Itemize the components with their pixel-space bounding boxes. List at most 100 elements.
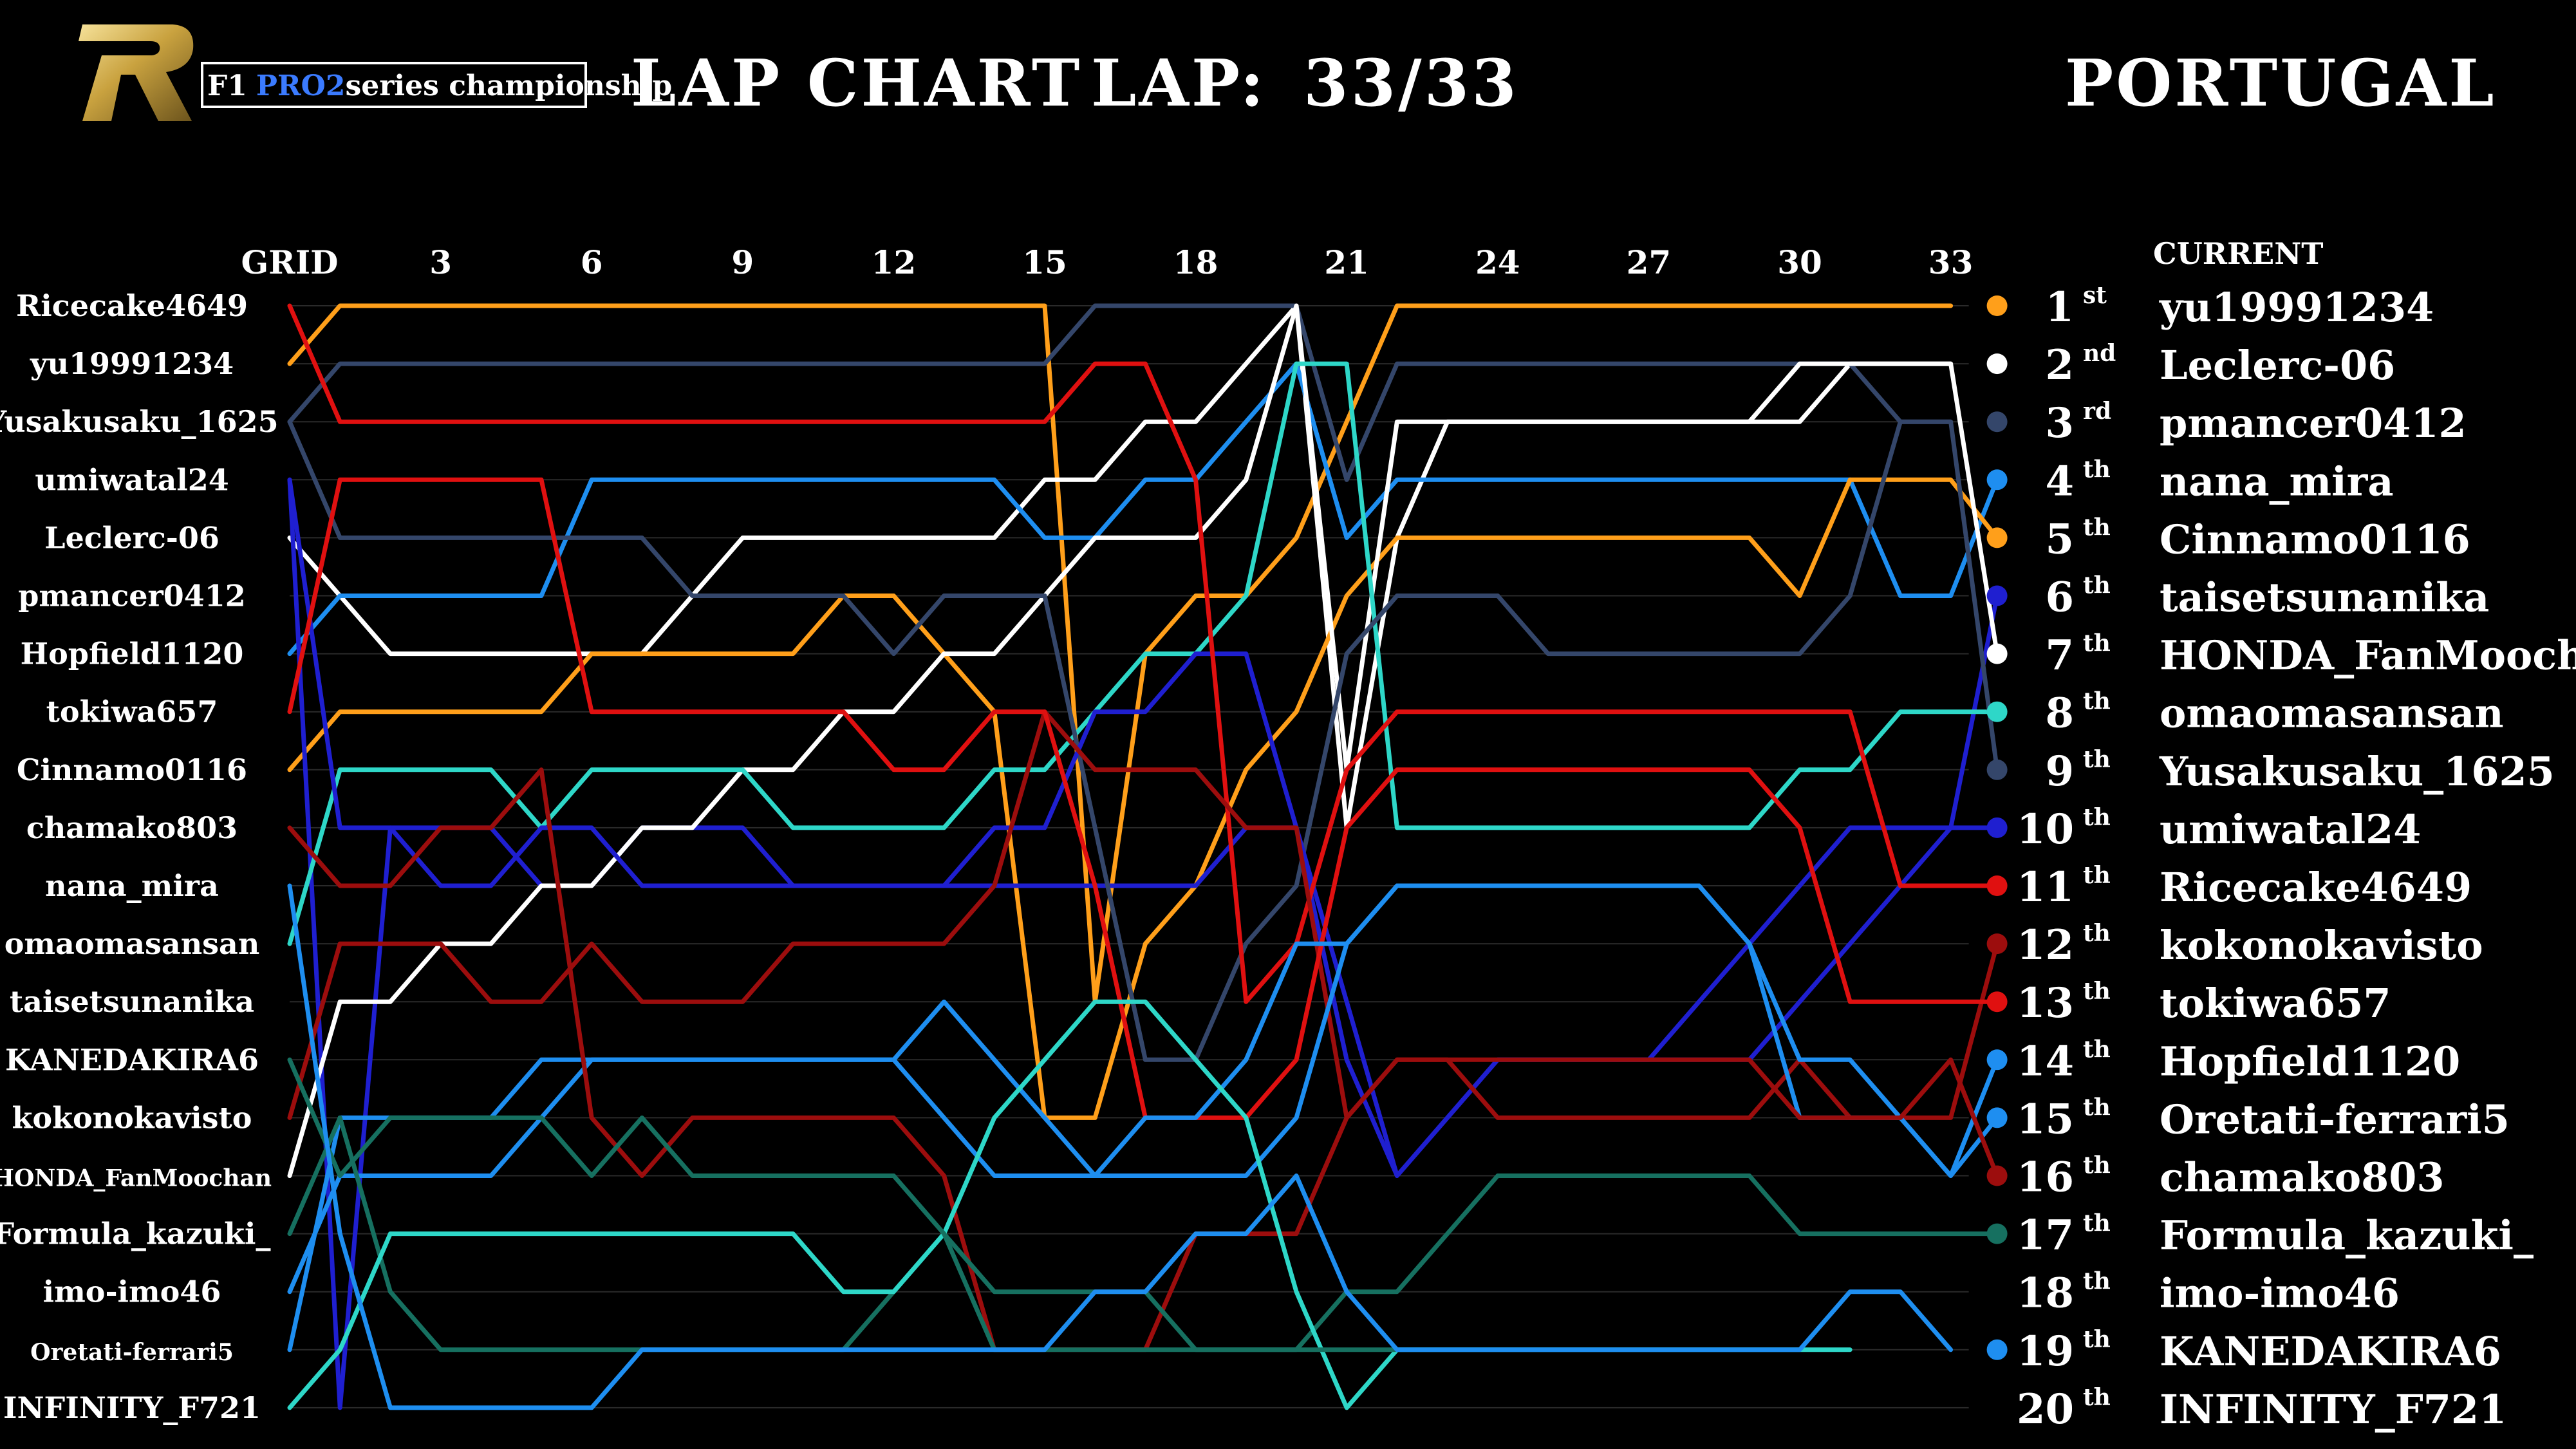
position-ordinal: th [2083,688,2111,715]
series-line-Cinnamo0116 [287,477,2000,1120]
current-driver-label: HONDA_FanMoochan [2160,632,2576,679]
position-number: 18 [2017,1269,2074,1318]
race-name: PORTUGAL [2065,45,2497,121]
position-ordinal: th [2083,1268,2111,1295]
grid-driver-label: INFINITY_F721 [3,1390,261,1425]
x-tick-label: 21 [1324,243,1369,281]
position-number: 6 [2045,574,2074,622]
current-driver-label: Yusakusaku_1625 [2159,748,2555,795]
position-ordinal: rd [2083,398,2111,425]
series-line-Yusakusaku_1625 [287,419,2000,1062]
grid-driver-label: KANEDAKIRA6 [5,1042,259,1077]
series-end-marker-pmancer0412 [1986,411,2008,433]
series-line-yu19991234 [287,303,1954,1004]
current-driver-label: nana_mira [2160,458,2394,505]
current-driver-label: Formula_kazuki_ [2160,1212,2534,1259]
grid-driver-label: tokiwa657 [46,695,218,729]
position-number: 15 [2017,1095,2074,1143]
position-ordinal: th [2083,1094,2111,1121]
logo-series: PRO2 [256,70,346,102]
lap-label: LAP: [1091,45,1267,121]
x-tick-label: 24 [1475,243,1520,281]
position-number: 16 [2017,1154,2074,1202]
series-line-nana_mira [287,361,2000,657]
series-end-marker-taisetsunanika [1986,585,2008,606]
series-end-marker-Oretati-ferrari5 [1986,1107,2008,1128]
current-driver-label: yu19991234 [2159,284,2434,331]
current-driver-label: Hopfield1120 [2160,1038,2460,1085]
current-driver-label: umiwatal24 [2160,806,2421,853]
grid-driver-label: yu19991234 [30,346,234,381]
lap-value: 33/33 [1303,45,1519,121]
position-number: 7 [2045,631,2074,680]
series-line-HONDA_FanMoochan [287,303,2000,1178]
series-end-marker-nana_mira [1986,469,2008,491]
series-line-imo-imo46 [287,999,1853,1410]
current-driver-label: Leclerc-06 [2160,342,2395,389]
position-ordinal: th [2083,1152,2111,1179]
position-number: 19 [2017,1327,2074,1376]
series-line-Leclerc-06 [287,303,1954,830]
series-end-marker-kokonokavisto [1986,933,2008,955]
position-ordinal: th [2083,1210,2111,1237]
current-driver-label: tokiwa657 [2160,980,2391,1027]
series-line-Ricecake4649 [287,303,2000,1004]
grid-driver-label: Leclerc-06 [44,520,219,555]
series-end-marker-Cinnamo0116 [1986,527,2008,548]
x-tick-label: 9 [731,243,754,281]
current-header: CURRENT [2153,236,2324,271]
series-end-marker-tokiwa657 [1986,991,2008,1013]
position-number: 8 [2045,689,2074,738]
current-driver-label: taisetsunanika [2160,574,2489,621]
grid-driver-label: nana_mira [45,868,219,903]
x-tick-label: 33 [1928,243,1974,281]
series-line-omaomasansan [287,361,2000,946]
x-tick-label: 27 [1627,243,1672,281]
series-line-Oretati-ferrari5 [287,883,2000,1352]
position-number: 14 [2017,1037,2074,1085]
position-number: 12 [2017,921,2074,969]
position-ordinal: th [2083,1036,2111,1063]
series-end-marker-INFINITY_F721 [1986,1339,2008,1360]
position-number: 17 [2017,1211,2074,1260]
position-ordinal: th [2083,572,2111,599]
series-line-pmancer0412 [287,303,1954,482]
position-ordinal: nd [2083,340,2116,367]
grid-driver-label: Yusakusaku_1625 [0,404,279,439]
logo-tagline-box: F1 PRO2series championship [201,62,672,108]
logo-tagline: F1 PRO2series championship [207,70,673,102]
position-ordinal: th [2083,514,2111,541]
position-number: 13 [2017,979,2074,1027]
page-title: LAP CHART [631,45,1083,121]
current-driver-label: kokonokavisto [2160,922,2483,969]
series-end-marker-Ricecake4649 [1986,875,2008,896]
series-end-marker-Formula_kazuki_ [1986,1223,2008,1244]
x-tick-label: 6 [581,243,603,281]
grid-driver-label: imo-imo46 [43,1275,221,1309]
current-driver-label: Ricecake4649 [2160,864,2472,911]
current-driver-label: Cinnamo0116 [2160,516,2470,563]
position-ordinal: st [2083,282,2107,309]
series-end-marker-chamako803 [1986,1165,2008,1186]
x-tick-label: 12 [872,243,917,281]
position-number: 9 [2045,747,2074,796]
current-driver-label: imo-imo46 [2160,1270,2400,1317]
grid-driver-label: HONDA_FanMoochan [0,1165,272,1192]
position-number: 4 [2045,457,2074,505]
grid-driver-label: kokonokavisto [12,1100,252,1135]
x-tick-label: GRID [241,243,338,281]
series-end-marker-Hopfield1120 [1986,1049,2008,1070]
position-ordinal: th [2083,746,2111,773]
series-line-kokonokavisto [287,709,2000,1120]
series-line-KANEDAKIRA6 [287,1057,1450,1352]
series-end-marker-yu19991234 [1986,295,2008,316]
current-driver-label: KANEDAKIRA6 [2160,1328,2501,1375]
logo-r-icon [79,24,194,121]
position-number: 10 [2017,805,2074,854]
x-tick-label: 15 [1022,243,1067,281]
series-end-marker-umiwatal24 [1986,817,2008,838]
position-ordinal: th [2083,804,2111,831]
position-ordinal: th [2083,920,2111,947]
series-end-marker-Yusakusaku_1625 [1986,759,2008,780]
grid-driver-label: umiwatal24 [35,462,229,497]
